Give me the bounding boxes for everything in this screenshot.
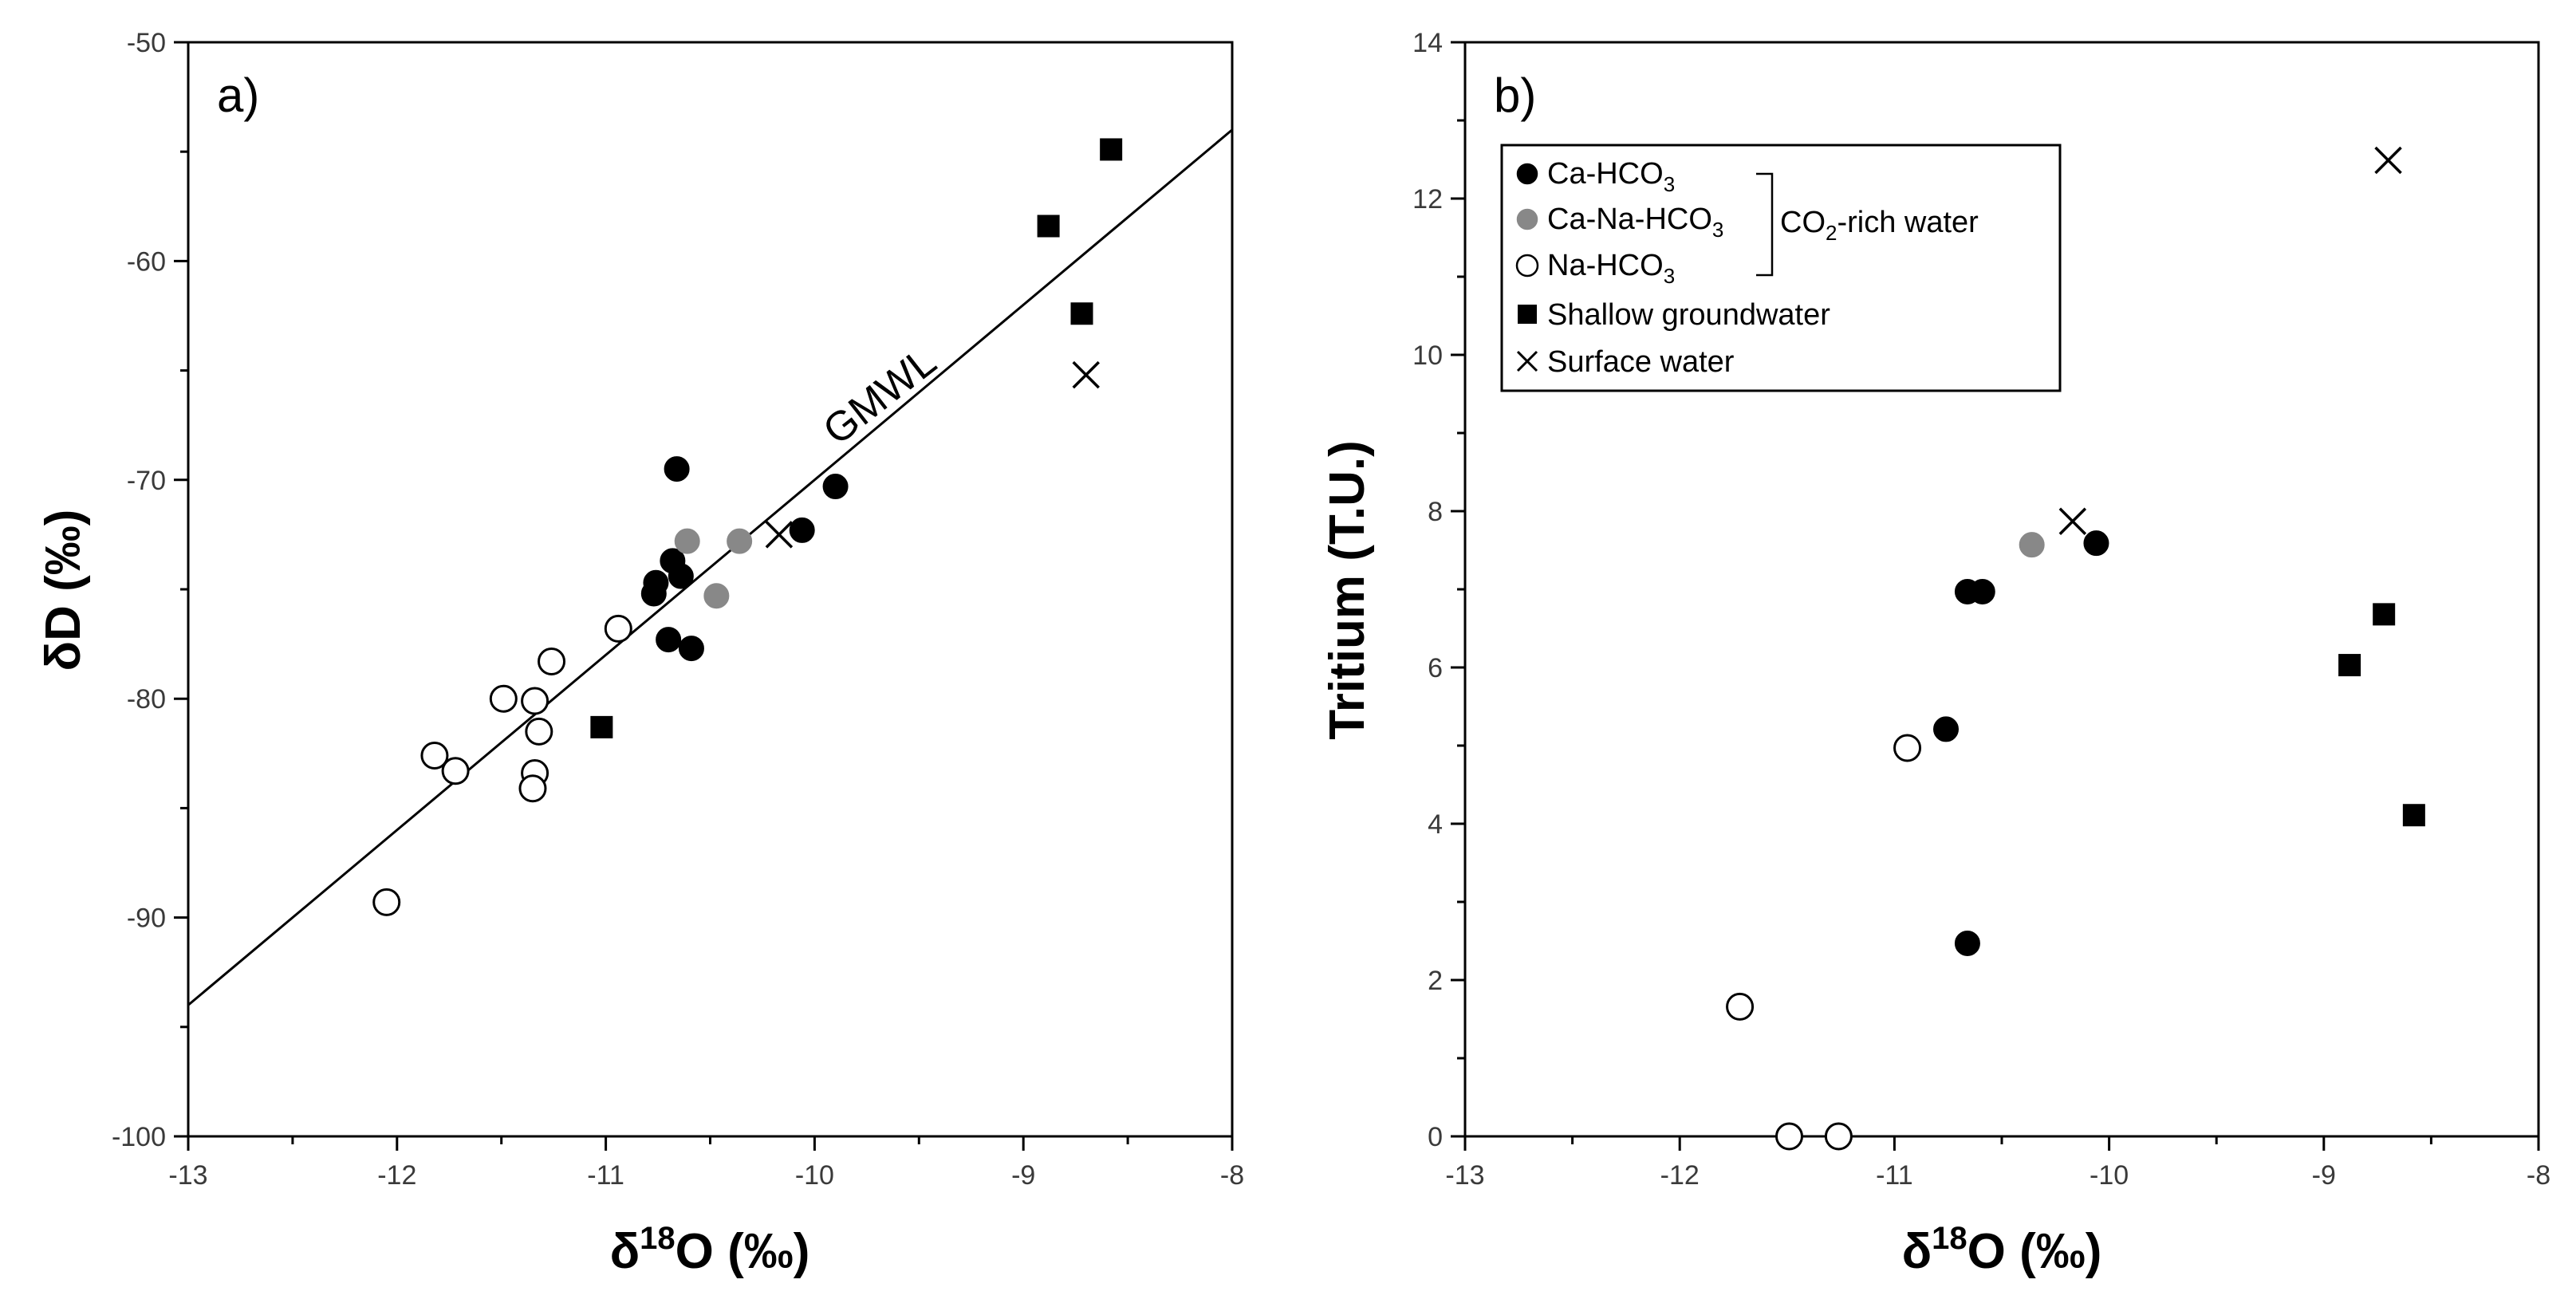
legend-label-ca-hco3: Ca-HCO3 <box>1547 157 1675 196</box>
point-na-hco3-b <box>1726 992 1755 1021</box>
point-ca-hco3-a <box>664 456 690 482</box>
gmwl-line <box>187 128 1233 1006</box>
y-tick-label-a: -100 <box>112 1122 166 1152</box>
legend-marker-na-hco3 <box>1515 254 1539 278</box>
legend-label-ca-na-hco3: Ca-Na-HCO3 <box>1547 203 1723 242</box>
x-tick-label-b: -13 <box>1445 1160 1484 1191</box>
point-surface-water-a <box>1072 360 1100 389</box>
point-ca-hco3-a <box>656 627 682 653</box>
x-tick-label-b: -9 <box>2312 1160 2336 1191</box>
point-na-hco3-a <box>518 774 547 803</box>
point-na-hco3-a <box>489 684 518 713</box>
y-tick-label-a: -90 <box>127 903 166 934</box>
points-b <box>1726 146 2425 1151</box>
point-ca-na-hco3-a <box>703 583 730 609</box>
x-tick-label-a: -10 <box>795 1160 834 1191</box>
x-tick-label-a: -8 <box>1220 1160 1244 1191</box>
point-shallow-groundwater-b <box>2338 654 2361 677</box>
legend-marker-shallow-groundwater <box>1518 305 1537 324</box>
point-shallow-groundwater-a <box>590 715 613 738</box>
legend-label-shallow-groundwater: Shallow groundwater <box>1547 298 1830 332</box>
x-tick-label-b: -10 <box>2090 1160 2129 1191</box>
point-na-hco3-a <box>441 757 470 785</box>
legend-label-na-hco3: Na-HCO3 <box>1547 249 1675 288</box>
y-tick-label-b: 8 <box>1428 497 1443 527</box>
point-ca-hco3-a <box>668 563 694 589</box>
y-tick-label-a: -70 <box>127 466 166 496</box>
legend: Ca-HCO3 Ca-Na-HCO3 Na-HCO3 CO2-rich wate… <box>1500 144 2062 392</box>
x-tick-label-a: -9 <box>1011 1160 1035 1191</box>
x-tick-label-b: -12 <box>1660 1160 1700 1191</box>
point-ca-hco3-a <box>678 636 704 662</box>
point-ca-na-hco3-a <box>727 528 753 554</box>
x-axis-title-b: δ18O (‰) <box>1902 1221 2102 1279</box>
point-ca-na-hco3-b <box>2019 532 2045 558</box>
legend-bracket-label: CO2-rich water <box>1780 206 1979 245</box>
y-tick-label-b: 14 <box>1412 28 1443 58</box>
ticks-b: -13 -12 -11 -10 -9 -8 0 2 4 6 8 10 12 14 <box>1412 28 2550 1191</box>
y-tick-label-b: 10 <box>1412 341 1443 371</box>
panel-label-a: a) <box>217 69 259 122</box>
point-ca-hco3-b <box>1933 716 1960 742</box>
y-tick-label-a: -50 <box>127 28 166 58</box>
point-shallow-groundwater-b <box>2402 804 2425 827</box>
point-na-hco3-a <box>538 648 566 676</box>
point-na-hco3-a <box>372 888 401 916</box>
point-shallow-groundwater-a <box>1100 138 1123 161</box>
point-shallow-groundwater-a <box>1070 302 1093 325</box>
legend-marker-ca-hco3 <box>1516 163 1538 185</box>
ticks-a: -13 -12 -11 -10 -9 -8 -100 -90 -80 -70 -60 -50 <box>112 28 1244 1191</box>
point-na-hco3-a <box>604 614 632 643</box>
x-axis-title-a: δ18O (‰) <box>610 1221 810 1279</box>
point-ca-hco3-a <box>822 474 849 500</box>
legend-marker-surface-water <box>1516 350 1538 372</box>
y-tick-label-b: 4 <box>1428 809 1443 840</box>
point-na-hco3-b <box>1893 734 1922 762</box>
gmwl-line-group <box>187 128 1233 1006</box>
x-tick-label-a: -11 <box>587 1160 624 1191</box>
y-axis-title-a: δD (‰) <box>36 510 91 671</box>
point-ca-hco3-b <box>1969 578 1995 604</box>
legend-bracket <box>1756 172 1774 277</box>
point-ca-hco3-b <box>2083 530 2109 557</box>
y-tick-label-b: 6 <box>1428 653 1443 683</box>
point-surface-water-a <box>765 521 794 549</box>
gmwl-label: GMWL <box>815 338 945 454</box>
panel-b: -13 -12 -11 -10 -9 -8 0 2 4 6 8 10 12 14 b) Tritium (… <box>1320 28 2550 1279</box>
point-ca-na-hco3-a <box>674 528 700 554</box>
point-na-hco3-b <box>1774 1122 1803 1151</box>
x-tick-label-b: -11 <box>1876 1160 1913 1191</box>
point-surface-water-b <box>2374 146 2402 175</box>
x-tick-label-b: -8 <box>2527 1160 2550 1191</box>
y-tick-label-a: -80 <box>127 684 166 715</box>
y-tick-label-b: 0 <box>1428 1122 1443 1152</box>
y-tick-label-b: 2 <box>1428 966 1443 996</box>
point-shallow-groundwater-a <box>1037 215 1060 238</box>
point-shallow-groundwater-b <box>2373 603 2396 626</box>
panel-a: -13 -12 -11 -10 -9 -8 -100 -90 -80 -70 -60 -50 a) G… <box>36 28 1244 1279</box>
legend-label-surface-water: Surface water <box>1547 345 1735 379</box>
point-surface-water-b <box>2058 507 2087 535</box>
point-na-hco3-a <box>525 717 553 746</box>
y-tick-label-a: -60 <box>127 246 166 277</box>
legend-box <box>1500 144 2062 392</box>
legend-marker-ca-na-hco3 <box>1516 208 1538 230</box>
point-na-hco3-a <box>521 687 549 715</box>
x-tick-label-a: -13 <box>168 1160 207 1191</box>
point-ca-hco3-b <box>1954 930 1980 956</box>
points-a <box>372 138 1123 916</box>
y-axis-title-b: Tritium (T.U.) <box>1320 440 1375 739</box>
y-tick-label-b: 12 <box>1412 184 1443 215</box>
point-na-hco3-b <box>1824 1122 1853 1151</box>
x-tick-label-a: -12 <box>377 1160 416 1191</box>
panel-label-b: b) <box>1494 69 1536 122</box>
point-ca-hco3-a <box>640 581 667 607</box>
point-na-hco3-a <box>420 742 449 770</box>
point-ca-hco3-a <box>789 517 815 543</box>
